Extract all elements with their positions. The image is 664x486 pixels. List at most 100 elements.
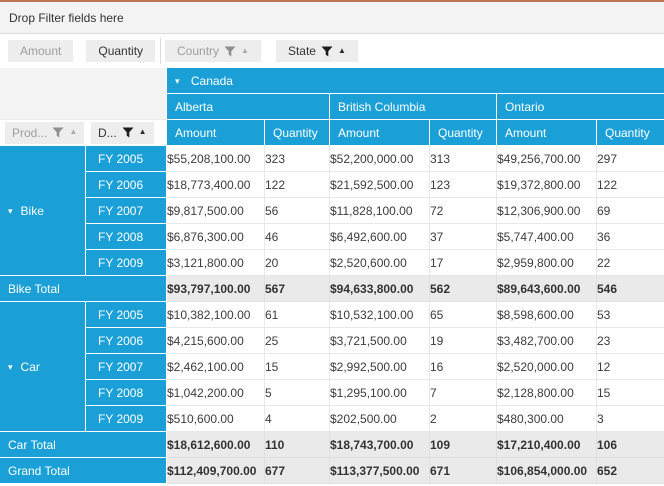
row-header-total: Car Total [0,432,167,458]
quantity-cell: 4 [265,406,330,432]
quantity-cell: 56 [265,198,330,224]
row-header-period[interactable]: FY 2007 [86,354,167,380]
pivot-detail-row: FY 2008 $6,876,300.00 46 $6,492,600.00 37 $5,… [0,224,664,250]
quantity-cell: 25 [265,328,330,354]
column-header-ontario[interactable]: Ontario [497,94,664,120]
pivot-total-row: Grand Total $112,409,700.00 677 $113,377,50… [0,458,664,484]
zone-divider [160,38,161,64]
amount-cell: $12,306,900.00 [497,198,597,224]
filter-icon[interactable] [52,127,64,138]
field-button-label: State [287,44,316,58]
column-header-quantity[interactable]: Quantity [597,120,664,146]
amount-cell: $202,500.00 [330,406,430,432]
quantity-cell: 69 [597,198,664,224]
amount-cell: $5,747,400.00 [497,224,597,250]
quantity-cell: 3 [597,406,664,432]
row-header-period[interactable]: FY 2005 [86,302,167,328]
amount-cell: $49,256,700.00 [497,146,597,172]
pivot-body: ▾ Bike FY 2005 $55,208,100.00 323 $52,200,000… [0,146,664,484]
amount-cell: $2,520,000.00 [497,354,597,380]
filter-drop-area[interactable]: Drop Filter fields here [0,2,664,34]
quantity-cell: 5 [265,380,330,406]
pivot-detail-row: FY 2009 $510,600.00 4 $202,500.00 2 $480,300.… [0,406,664,432]
pivot-detail-row: FY 2008 $1,042,200.00 5 $1,295,100.00 7 $2,12… [0,380,664,406]
column-header-canada[interactable]: ▾ Canada [167,68,664,94]
column-header-amount[interactable]: Amount [330,120,430,146]
row-header-period[interactable]: FY 2009 [86,406,167,432]
quantity-cell: 72 [430,198,497,224]
field-button-product[interactable]: Prod... ▲ [5,121,85,144]
amount-cell: $55,208,100.00 [167,146,265,172]
field-button-country[interactable]: Country ▲ [165,40,261,62]
country-header-row: ▾ Canada [0,68,664,120]
amount-cell: $9,817,500.00 [167,198,265,224]
quantity-cell: 2 [430,406,497,432]
amount-cell: $18,773,400.00 [167,172,265,198]
row-header-period[interactable]: FY 2007 [86,198,167,224]
group-label: Bike [20,203,44,218]
sort-ascending-icon[interactable]: ▲ [69,127,78,136]
fields-bar: Amount Quantity Country ▲ State ▲ [0,34,664,68]
filter-icon[interactable] [224,46,236,57]
amount-cell: $10,532,100.00 [330,302,430,328]
pivot-detail-row: FY 2007 $9,817,500.00 56 $11,828,100.00 72 $1… [0,198,664,224]
filter-icon[interactable] [122,127,134,138]
amount-cell: $2,462,100.00 [167,354,265,380]
column-header-alberta[interactable]: Alberta [167,94,330,120]
row-header-period[interactable]: FY 2006 [86,328,167,354]
row-header-period[interactable]: FY 2008 [86,224,167,250]
quantity-cell: 15 [597,380,664,406]
column-header-quantity[interactable]: Quantity [430,120,497,146]
amount-cell: $1,042,200.00 [167,380,265,406]
column-header-amount[interactable]: Amount [497,120,597,146]
value-fields-zone[interactable]: Amount Quantity [0,40,156,62]
amount-cell: $1,295,100.00 [330,380,430,406]
quantity-cell: 61 [265,302,330,328]
amount-cell: $2,128,800.00 [497,380,597,406]
amount-cell: $52,200,000.00 [330,146,430,172]
field-button-state[interactable]: State ▲ [275,40,358,62]
amount-cell: $94,633,800.00 [330,276,430,302]
collapse-icon[interactable]: ▾ [175,75,180,86]
field-button-label: Quantity [98,44,144,58]
row-header-period[interactable]: FY 2006 [86,172,167,198]
collapse-icon[interactable]: ▾ [8,205,13,216]
sort-ascending-icon[interactable]: ▲ [138,127,147,136]
row-header-period[interactable]: FY 2005 [86,146,167,172]
quantity-cell: 122 [597,172,664,198]
pivot-detail-row: FY 2006 $4,215,600.00 25 $3,721,500.00 19 $3,… [0,328,664,354]
amount-cell: $3,482,700.00 [497,328,597,354]
collapse-icon[interactable]: ▾ [8,361,13,372]
quantity-cell: 22 [597,250,664,276]
quantity-cell: 15 [265,354,330,380]
field-button-amount[interactable]: Amount [8,40,74,62]
column-header-british-columbia[interactable]: British Columbia [330,94,497,120]
sort-ascending-icon[interactable]: ▲ [241,45,249,55]
quantity-cell: 46 [265,224,330,250]
amount-cell: $18,612,600.00 [167,432,265,458]
filter-icon[interactable] [321,46,333,57]
pivot-total-row: Bike Total $93,797,100.00 567 $94,633,800.0… [0,276,664,302]
field-button-quantity[interactable]: Quantity [86,40,156,62]
column-fields-zone[interactable]: Country ▲ State ▲ [152,40,358,62]
row-header-grand-total: Grand Total [0,458,167,484]
row-header-period[interactable]: FY 2008 [86,380,167,406]
sort-ascending-icon[interactable]: ▲ [337,45,346,55]
field-button-label: Country [177,44,220,58]
column-header-quantity[interactable]: Quantity [265,120,330,146]
amount-cell: $11,828,100.00 [330,198,430,224]
field-button-date[interactable]: D... ▲ [91,121,154,144]
amount-cell: $93,797,100.00 [167,276,265,302]
row-header-group-car[interactable]: ▾ Car [0,302,86,432]
quantity-cell: 36 [597,224,664,250]
row-field-cell: Prod... ▲ [0,120,86,146]
column-header-amount[interactable]: Amount [167,120,265,146]
row-header-period[interactable]: FY 2009 [86,250,167,276]
amount-cell: $510,600.00 [167,406,265,432]
row-header-group-bike[interactable]: ▾ Bike [0,146,86,276]
amount-cell: $6,876,300.00 [167,224,265,250]
pivot-detail-row: FY 2009 $3,121,800.00 20 $2,520,600.00 17 $2,… [0,250,664,276]
amount-cell: $89,643,600.00 [497,276,597,302]
state-header-row: Alberta British Columbia Ontario [0,94,664,120]
amount-cell: $480,300.00 [497,406,597,432]
